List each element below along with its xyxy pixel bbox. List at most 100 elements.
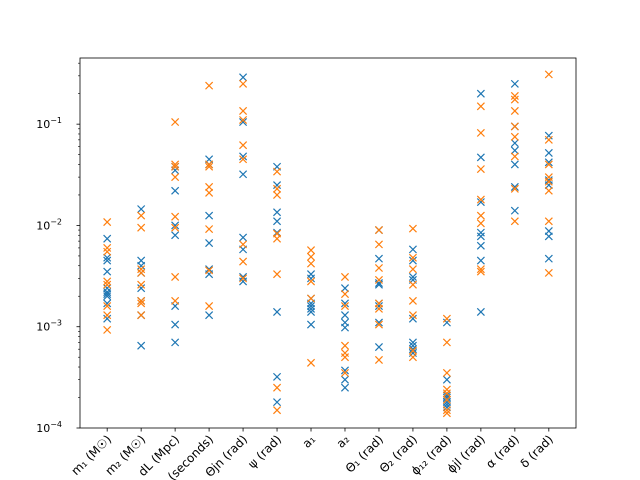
point-series-1-cat-9-8 [374,343,383,352]
point-series-2-cat-5-2 [239,106,248,115]
point-series-2-cat-1-4 [103,277,112,286]
point-series-2-cat-11-3 [442,368,451,377]
point-series-2-cat-7-2 [306,252,316,261]
point-series-2-cat-4-5 [205,188,214,197]
point-series-1-cat-1-9 [103,299,112,308]
point-series-1-cat-3-5 [171,231,180,240]
point-series-2-cat-11-5 [442,389,451,398]
point-series-1-cat-13-4 [510,146,519,155]
point-series-2-cat-9-4 [374,275,383,284]
point-series-2-cat-4-7 [205,266,214,275]
point-series-1-cat-5-8 [239,277,248,286]
y-tick-label: 10−3 [36,319,62,334]
point-series-2-cat-3-7 [171,272,180,281]
point-series-1-cat-1-8 [103,292,112,301]
point-series-2-cat-3-2 [171,160,180,169]
point-series-2-cat-7-4 [306,277,316,286]
point-series-2-cat-12-3 [476,165,485,174]
point-series-2-cat-7-3 [306,259,316,268]
point-series-1-cat-1-1 [103,234,112,243]
point-series-2-cat-4-6 [205,225,214,234]
point-series-2-cat-12-5 [476,211,485,220]
point-series-2-cat-13-5 [510,132,519,141]
point-series-1-cat-6-8 [273,398,282,407]
point-series-1-cat-10-2 [408,256,417,265]
point-series-1-cat-2-5 [137,284,146,293]
point-series-2-cat-1-1 [103,218,112,227]
point-series-1-cat-14-7 [544,232,553,241]
point-series-1-cat-9-7 [374,318,383,327]
point-series-2-cat-5-1 [239,79,248,88]
point-series-2-cat-8-1 [340,272,350,281]
point-series-2-cat-11-4 [442,385,451,394]
point-series-2-cat-1-3 [103,247,112,256]
point-series-2-cat-10-3 [408,265,417,274]
point-series-2-cat-14-2 [544,135,553,144]
point-series-2-cat-10-1 [408,224,417,233]
point-series-2-cat-13-3 [510,106,519,115]
point-series-2-cat-13-4 [510,122,519,131]
point-series-2-cat-5-4 [239,141,248,150]
plot-frame [79,57,577,429]
point-series-2-cat-6-7 [273,383,282,392]
point-series-1-cat-1-4 [103,267,112,276]
point-series-1-cat-8-2 [340,299,350,308]
point-series-2-cat-4-1 [205,81,214,90]
point-series-1-cat-10-6 [408,338,417,347]
point-series-2-cat-3-5 [171,212,180,221]
y-tick-label: 10−1 [36,116,62,131]
point-series-2-cat-12-7 [476,265,485,274]
point-series-2-cat-12-4 [476,195,485,204]
point-series-2-cat-10-4 [408,280,417,289]
point-series-2-cat-8-7 [340,368,350,377]
point-series-1-cat-1-2 [103,253,112,262]
point-series-1-cat-12-4 [476,228,485,237]
y-axis: 10−4 10−3 10−2 10−1 [36,62,80,435]
point-series-2-cat-7-5 [306,294,316,303]
point-series-2-cat-14-8 [544,268,553,277]
point-series-1-cat-3-2 [171,166,180,175]
point-series-2-cat-12-2 [476,128,485,137]
point-series-1-cat-12-3 [476,198,485,207]
point-series-2-cat-12-1 [476,102,485,111]
point-series-2-cat-4-4 [205,182,214,191]
point-series-2-cat-4-3 [205,162,214,171]
point-series-2-cat-3-6 [171,223,180,232]
point-series-2-cat-9-8 [374,355,383,364]
point-series-2-cat-9-6 [374,304,383,313]
point-series-2-cat-7-6 [306,358,316,367]
point-series-1-cat-8-5 [340,323,350,332]
point-series-2-cat-8-2 [340,290,350,299]
point-series-2-cat-11-6 [442,395,451,404]
point-series-2-cat-5-5 [239,155,248,164]
point-series-2-cat-13-8 [510,217,519,226]
point-series-2-cat-6-3 [273,190,282,199]
point-series-1-cat-5-1 [239,73,248,82]
point-series-1-cat-1-5 [103,284,112,293]
point-series-2-cat-10-7 [408,346,417,355]
point-series-2-cat-4-8 [205,302,214,311]
point-series-2-cat-13-1 [510,91,519,100]
point-series-2-cat-9-2 [374,240,383,249]
point-series-1-cat-2-8 [137,341,146,350]
point-series-1-cat-3-4 [171,221,180,230]
point-series-2-cat-6-6 [273,270,282,279]
point-series-2-cat-2-5 [137,280,146,289]
point-series-1-cat-9-6 [374,302,383,311]
point-series-2-cat-2-2 [137,223,146,232]
point-series-1-cat-2-3 [137,261,146,270]
point-series-2-cat-6-5 [273,234,282,243]
point-series-2-cat-5-7 [239,257,248,266]
point-series-1-cat-8-1 [340,284,350,293]
point-series-1-cat-6-7 [273,372,282,381]
point-series-1-cat-3-7 [171,320,180,329]
point-series-2-cat-6-1 [273,167,282,176]
point-series-1-cat-13-1 [510,79,519,88]
point-series-1-cat-14-8 [544,254,553,263]
point-series-2-cat-2-3 [137,265,146,274]
point-series-1-cat-6-5 [273,228,282,237]
point-series-2-cat-3-1 [171,117,180,127]
point-series-1-cat-3-8 [171,338,180,347]
point-series-1-cat-5-4 [239,170,248,179]
